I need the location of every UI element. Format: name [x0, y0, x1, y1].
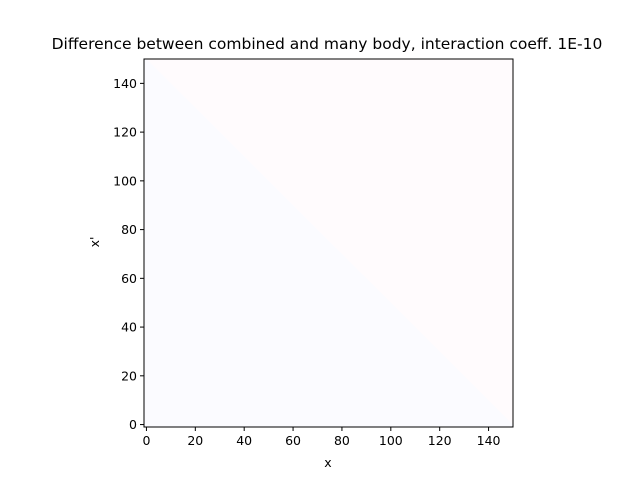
heatmap-lower-region: [144, 59, 513, 427]
y-tick-label: 40: [121, 320, 137, 335]
y-axis-label: x': [87, 237, 102, 248]
axes: 0 20 40 60 80 100 120 140 0 20 40 60 80 100 120 140: [113, 58, 514, 448]
x-tick-label: 80: [334, 433, 350, 448]
y-tick-label: 0: [129, 417, 137, 432]
y-tick-label: 60: [121, 271, 137, 286]
x-axis-label: x: [324, 455, 331, 470]
x-tick-label: 40: [236, 433, 252, 448]
x-tick-label: 0: [142, 433, 150, 448]
x-tick-label: 60: [285, 433, 301, 448]
x-tick-label: 100: [379, 433, 403, 448]
y-tick-label: 120: [113, 125, 137, 140]
x-tick-label: 140: [477, 433, 501, 448]
y-tick-label: 20: [121, 368, 137, 383]
chart-title: Difference between combined and many bod…: [52, 35, 603, 53]
y-tick-label: 140: [113, 76, 137, 91]
heatmap-area: [144, 59, 513, 427]
x-tick-label: 120: [428, 433, 452, 448]
y-tick-label: 100: [113, 173, 137, 188]
x-tick-label: 20: [187, 433, 203, 448]
plot-frame: [143, 58, 514, 428]
y-tick-label: 80: [121, 222, 137, 237]
